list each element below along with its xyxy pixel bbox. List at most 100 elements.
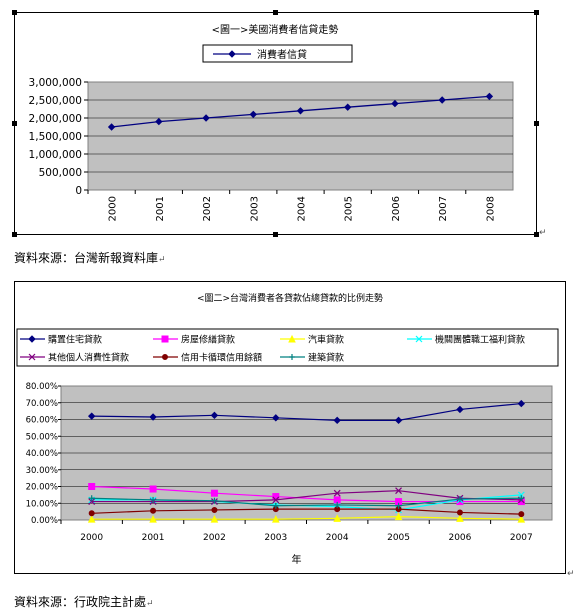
paragraph-mark: ↵	[567, 569, 575, 579]
data-point	[87, 515, 96, 523]
legend-entry: 機關團體職工福利貸款	[407, 334, 525, 346]
legend-marker	[289, 354, 295, 360]
resize-handle-bottom-mid[interactable]	[273, 232, 278, 237]
y-tick-label: 3,000,000	[29, 77, 82, 89]
source2-text: 資料來源：行政院主計處↵	[14, 593, 154, 610]
data-point	[210, 515, 219, 523]
legend-label: 機關團體職工福利貸款	[435, 334, 525, 346]
data-point	[296, 107, 305, 115]
data-point	[517, 491, 525, 499]
data-point	[150, 496, 157, 503]
data-point	[149, 413, 157, 421]
legend-entry: 其他個人消費性貸款	[20, 352, 129, 364]
data-point	[88, 510, 95, 517]
data-point	[394, 416, 403, 425]
series-line	[91, 508, 522, 515]
legend-entry: 購置住宅貸款	[20, 334, 102, 346]
legend-marker	[161, 335, 169, 343]
data-point	[88, 483, 96, 490]
x-tick-label: 2002	[203, 533, 226, 543]
chart2-title: <圖二>台灣消費者各貸款佔總貸款的比例走勢	[197, 292, 383, 304]
data-point	[391, 99, 399, 108]
legend-entry: 汽車貸款	[280, 334, 344, 346]
data-point	[333, 489, 341, 497]
data-point	[88, 498, 96, 505]
legend-marker	[162, 354, 168, 360]
y-tick-label: 10.00%	[26, 499, 58, 509]
data-point	[211, 506, 218, 513]
data-point	[249, 110, 257, 119]
x-tick-label: 2000	[80, 533, 103, 543]
source1-text: 資料來源：台灣新報資料庫↵	[14, 249, 166, 266]
y-tick-label: 1,500,000	[29, 131, 82, 143]
data-point	[344, 103, 352, 111]
x-tick-label: 2002	[202, 196, 213, 221]
resize-handle-bottom-left[interactable]	[12, 232, 17, 237]
resize-handle-mid-right[interactable]	[534, 121, 539, 126]
data-point	[517, 399, 526, 408]
y-tick-label: 2,500,000	[29, 95, 82, 107]
series-line	[91, 516, 522, 520]
x-tick-label: 2006	[448, 533, 471, 543]
legend-marker	[228, 50, 236, 58]
data-point	[155, 117, 163, 126]
x-tick-label: 2003	[264, 533, 287, 543]
data-point	[149, 485, 157, 493]
x-tick-label: 2001	[142, 533, 165, 543]
y-tick-label: 70.00%	[26, 399, 58, 409]
series-line	[91, 402, 522, 421]
series-line	[91, 490, 522, 503]
y-tick-label: 2,000,000	[29, 113, 82, 125]
chart1-legend: 消費者信貸	[202, 44, 353, 63]
source1-label: 資料來源：台灣新報資料庫	[14, 251, 159, 265]
legend-label: 汽車貸款	[308, 334, 344, 346]
data-point	[395, 487, 402, 495]
legend-entry: 信用卡循環信用餘額	[153, 352, 262, 364]
y-tick-label: 1,000,000	[29, 149, 82, 161]
legend-label: 房屋修繕貸款	[181, 334, 235, 346]
data-point	[150, 507, 157, 514]
paragraph-mark: ↵	[158, 255, 166, 265]
data-point	[210, 411, 219, 420]
data-point	[518, 495, 525, 502]
data-point	[272, 414, 280, 422]
resize-handle-top-left[interactable]	[12, 10, 17, 15]
legend-entry: 建築貸款	[280, 352, 344, 364]
y-tick-label: 0	[75, 185, 82, 197]
y-tick-label: 0.00%	[31, 516, 58, 526]
data-point	[333, 514, 341, 522]
resize-handle-mid-left[interactable]	[12, 121, 17, 126]
legend-entry: 房屋修繕貸款	[153, 334, 235, 346]
data-point	[438, 96, 446, 104]
data-point	[518, 511, 525, 518]
legend-label: 建築貸款	[308, 352, 344, 364]
legend-label: 信用卡循環信用餘額	[181, 352, 262, 364]
data-point	[485, 92, 494, 101]
paragraph-mark: ↵	[539, 228, 547, 238]
data-point	[456, 405, 464, 414]
series-line	[91, 497, 522, 507]
x-tick-label: 2008	[485, 196, 496, 221]
resize-handle-bottom-right[interactable]	[534, 232, 539, 237]
x-tick-label: 2003	[249, 196, 260, 221]
x-axis-label: 年	[292, 553, 302, 566]
data-point	[333, 416, 341, 425]
y-tick-label: 40.00%	[26, 449, 58, 459]
data-point	[149, 515, 157, 523]
x-tick-label: 2004	[297, 196, 308, 221]
legend-marker	[415, 335, 423, 343]
data-point	[272, 493, 280, 501]
resize-handle-top-mid[interactable]	[273, 10, 278, 15]
x-tick-label: 2006	[391, 196, 402, 221]
legend-label: 購置住宅貸款	[48, 334, 102, 346]
x-tick-label: 2007	[510, 533, 533, 543]
y-tick-label: 30.00%	[26, 466, 58, 476]
y-tick-label: 500,000	[39, 167, 82, 179]
data-point	[87, 412, 96, 420]
resize-handle-top-right[interactable]	[534, 10, 539, 15]
chart1-legend-box	[202, 44, 353, 63]
data-point	[334, 501, 341, 508]
data-point	[394, 512, 403, 521]
legend-marker	[288, 334, 296, 343]
